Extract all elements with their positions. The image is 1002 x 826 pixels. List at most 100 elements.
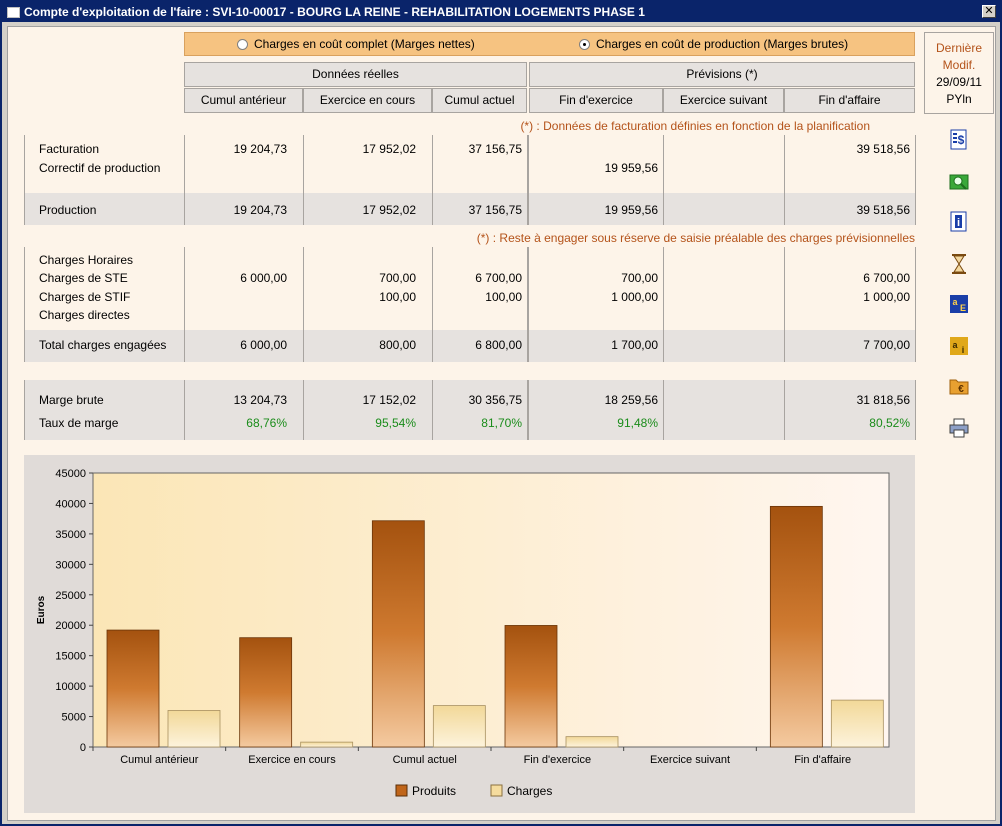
cell-taux-marge-1: 95,54% <box>375 416 416 430</box>
grid-line <box>784 380 785 440</box>
row-label-charges-stif: Charges de STIF <box>39 290 131 304</box>
bar-produits-3 <box>504 625 558 748</box>
bar-charges-1 <box>300 741 354 748</box>
radio-cout-production-label[interactable]: Charges en coût de production (Marges br… <box>596 37 849 51</box>
cell-production-1: 17 952,02 <box>362 203 416 217</box>
printer-icon[interactable] <box>948 417 970 439</box>
last-modif-label-2: Modif. <box>942 58 976 72</box>
bar-produits-5 <box>769 505 823 748</box>
legend-label-charges: Charges <box>507 784 552 798</box>
grid-line <box>527 135 529 225</box>
window-icon <box>7 6 20 18</box>
grid-line <box>527 380 529 440</box>
cell-marge-brute-0: 13 204,73 <box>233 393 287 407</box>
cell-charges-stif-5: 1 000,00 <box>863 290 910 304</box>
svg-text:€: € <box>958 384 964 395</box>
y-tick-label: 20000 <box>55 620 86 632</box>
info-sheet-icon[interactable]: a i <box>948 335 970 357</box>
grid-line <box>303 135 304 225</box>
cell-production-2: 37 156,75 <box>468 203 522 217</box>
legend-swatch-produits <box>395 784 408 797</box>
legend: Produits Charges <box>395 784 552 798</box>
bar-produits-0 <box>106 629 160 748</box>
cell-total-charges-2: 6 800,00 <box>475 338 522 352</box>
bar-chart: 0 5000 10000 15000 20000 25000 30000 35000 40000… <box>36 468 890 798</box>
chart-panel: 0 5000 10000 15000 20000 25000 30000 35000 40000… <box>24 455 915 813</box>
grid-line <box>527 247 529 362</box>
bar-produits-2 <box>371 520 425 748</box>
cell-total-charges-5: 7 700,00 <box>863 338 910 352</box>
cell-correctif-3: 19 959,56 <box>604 161 658 175</box>
last-modification-box: Dernière Modif. 29/09/11 PYln <box>924 32 994 114</box>
grid-line <box>184 247 185 362</box>
cell-charges-ste-2: 6 700,00 <box>475 271 522 285</box>
main-panel: Charges en coût complet (Marges nettes) … <box>7 26 996 821</box>
cell-charges-ste-0: 6 000,00 <box>240 271 287 285</box>
cell-taux-marge-3: 91,48% <box>617 416 658 430</box>
legend-swatch-charges <box>490 784 503 797</box>
cell-production-3: 19 959,56 <box>604 203 658 217</box>
dollar-sheet-icon[interactable]: $ <box>948 129 970 151</box>
hourglass-icon[interactable] <box>948 253 970 275</box>
row-label-taux-marge: Taux de marge <box>39 416 119 430</box>
grid-line <box>303 247 304 362</box>
svg-text:i: i <box>962 345 965 355</box>
bar-charges-3 <box>565 736 619 748</box>
grid-line <box>784 135 785 225</box>
bar-charges-0 <box>167 710 221 748</box>
cell-taux-marge-5: 80,52% <box>869 416 910 430</box>
grid-line <box>184 380 185 440</box>
svg-text:i: i <box>957 217 960 229</box>
margin-mode-selector: Charges en coût complet (Marges nettes) … <box>184 32 915 56</box>
x-tick-label: Fin d'affaire <box>794 754 851 766</box>
svg-text:$: $ <box>958 133 965 147</box>
cell-marge-brute-3: 18 259,56 <box>604 393 658 407</box>
cell-charges-ste-1: 700,00 <box>379 271 416 285</box>
col-header-cumul-actuel: Cumul actuel <box>432 88 527 113</box>
row-label-charges-directes: Charges directes <box>39 308 130 322</box>
grid-line <box>663 247 664 362</box>
radio-cout-complet-dot[interactable] <box>237 38 248 50</box>
radio-cout-production-dot[interactable] <box>579 38 590 50</box>
grid-line <box>432 135 433 225</box>
grid-line <box>432 380 433 440</box>
radio-cout-complet[interactable]: Charges en coût complet (Marges nettes) <box>237 37 475 51</box>
cell-production-5: 39 518,56 <box>856 203 910 217</box>
radio-cout-production[interactable]: Charges en coût de production (Marges br… <box>579 37 848 51</box>
grid-line <box>663 380 664 440</box>
grid-line <box>303 380 304 440</box>
title-bar[interactable]: Compte d'exploitation de l'faire : SVI-1… <box>2 2 1000 22</box>
note-facturation: (*) : Données de facturation définies en… <box>520 119 870 133</box>
grid-line <box>915 380 916 440</box>
cell-taux-marge-2: 81,70% <box>481 416 522 430</box>
svg-text:a: a <box>952 340 958 350</box>
grid-line <box>915 135 916 225</box>
x-tick-label: Cumul antérieur <box>120 754 199 766</box>
row-label-production: Production <box>39 203 97 217</box>
search-folder-icon[interactable] <box>948 171 970 193</box>
col-header-cumul-anterieur: Cumul antérieur <box>184 88 303 113</box>
total-charges-band <box>24 330 915 362</box>
grid-line <box>184 135 185 225</box>
y-tick-label: 45000 <box>55 468 86 480</box>
y-tick-label: 35000 <box>55 529 86 541</box>
y-axis-label: Euros <box>36 595 47 624</box>
x-tick-label: Cumul actuel <box>393 754 457 766</box>
y-tick-label: 25000 <box>55 590 86 602</box>
cell-charges-ste-5: 6 700,00 <box>863 271 910 285</box>
plot-area <box>92 472 890 748</box>
info-icon[interactable]: i <box>948 211 970 233</box>
grid-line <box>24 380 25 440</box>
cell-charges-stif-2: 100,00 <box>485 290 522 304</box>
bar-charges-5 <box>830 699 884 748</box>
sort-ae-icon[interactable]: a E <box>948 293 970 315</box>
euro-folder-icon[interactable]: € <box>948 375 970 397</box>
last-modif-date: 29/09/11 <box>936 75 982 89</box>
marge-band <box>24 380 915 440</box>
svg-text:a: a <box>952 297 958 307</box>
note-charges: (*) : Reste à engager sous réserve de sa… <box>476 231 915 245</box>
grid-line <box>784 247 785 362</box>
radio-cout-complet-label[interactable]: Charges en coût complet (Marges nettes) <box>254 37 475 51</box>
close-button[interactable]: ✕ <box>982 5 996 18</box>
cell-facturation-0: 19 204,73 <box>233 142 287 156</box>
